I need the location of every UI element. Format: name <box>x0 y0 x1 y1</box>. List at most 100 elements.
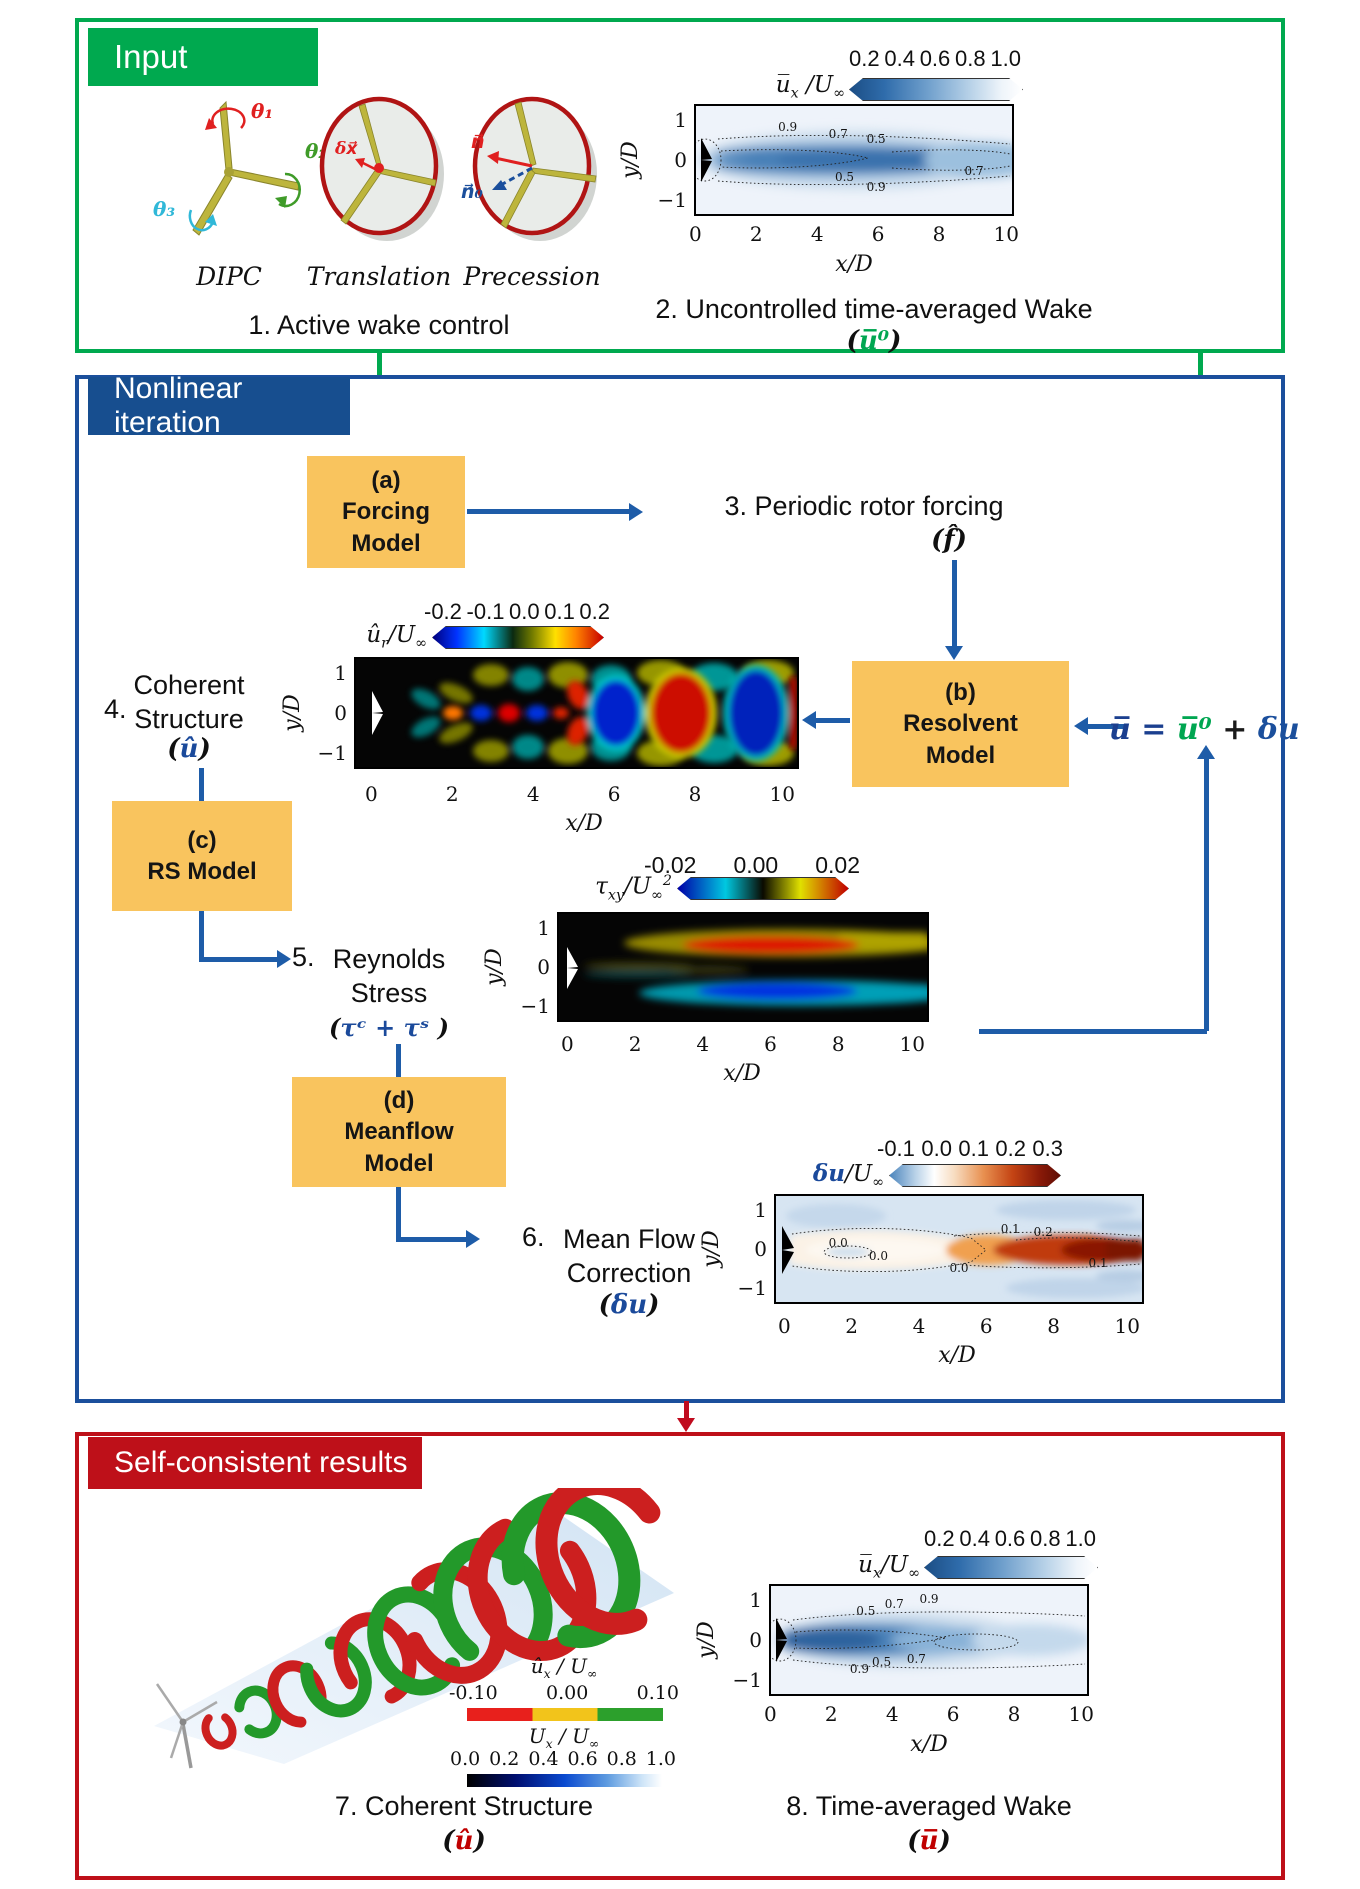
contour-label: 0.0 <box>868 1249 889 1264</box>
arrowhead-feedback-up <box>1197 745 1215 759</box>
wake-bottom-ylabel: y/D <box>694 1621 719 1659</box>
precession-turbine-icon <box>472 96 597 241</box>
turbine-glyph-icon <box>701 138 712 182</box>
correction-heatmap <box>776 1196 1142 1302</box>
wind-turbine-icon <box>155 1683 218 1769</box>
tick-label: 0 <box>749 1628 762 1652</box>
tick-label: 0 <box>561 1032 574 1056</box>
step4-label: Coherent Structure <box>119 668 259 736</box>
tick-label: −1 <box>520 994 550 1018</box>
contour-label: 0.1 <box>1000 1221 1020 1236</box>
contour-label: 0.7 <box>964 163 984 178</box>
correction-colorbar-label: δu/U∞ <box>812 1160 884 1191</box>
stress-y-ticks: 1 0 −1 <box>520 914 550 1020</box>
helix-cb2-label: Ux / U∞ <box>528 1724 600 1751</box>
feedback-elbow-horizontal <box>979 1029 1207 1034</box>
contour-label: 0.7 <box>828 127 848 142</box>
arrow-eq-to-b <box>1088 724 1124 729</box>
line-u-to-c <box>199 768 204 801</box>
wake-top-heatmap <box>696 106 1012 214</box>
tick-label: 0.00 <box>733 852 779 878</box>
tick-label: 6 <box>946 1702 960 1726</box>
step5-number: 5. <box>292 942 315 972</box>
tick-label: 8 <box>1047 1314 1060 1338</box>
tick-label: 0.4 <box>528 1748 559 1770</box>
helix-visualization <box>154 1488 679 1769</box>
tick-label: 6 <box>764 1032 777 1056</box>
mean-flow-equation: u̅ = u̅⁰ + δu <box>1109 712 1300 747</box>
contour-label: 0.7 <box>906 1652 926 1667</box>
contour-label: 0.2 <box>1033 1225 1053 1240</box>
step6-line1: Mean Flow <box>562 1224 696 1254</box>
coherent-colorbar-label: ûr/U∞ <box>366 622 427 652</box>
helix-cb2-bar <box>467 1774 662 1787</box>
dipc-turbine-icon <box>188 100 301 236</box>
meanflow-model-box: (d) Meanflow Model <box>292 1077 506 1187</box>
contour-label: 0.5 <box>866 132 886 147</box>
arrowhead-a-to-3 <box>629 503 643 521</box>
turbine-glyph-icon <box>776 1618 787 1662</box>
elbow-d-vertical <box>396 1187 401 1241</box>
tick-label: -0.1 <box>466 599 505 624</box>
wake-top-plot: 0.9 0.7 0.5 0.5 0.9 0.7 <box>694 104 1014 216</box>
tick-label: 4 <box>526 782 540 806</box>
box-b-line2: Model <box>925 741 996 769</box>
step4-line2: Structure <box>134 704 244 734</box>
arrowhead-d-to-6 <box>466 1230 480 1248</box>
correction-ylabel: y/D <box>699 1230 724 1268</box>
tick-label: −1 <box>737 1276 767 1300</box>
line-tau-to-d <box>396 1044 401 1077</box>
tick-label: 0.6 <box>994 1526 1026 1551</box>
step3-math: (f̂) <box>931 525 967 555</box>
wake-top-x-ticks: 0 2 4 6 8 10 <box>689 222 1019 246</box>
wake-bottom-colorbar-ticks: 0.2 0.4 0.6 0.8 1.0 <box>924 1526 1096 1552</box>
results-section-label: Self-consistent results <box>88 1437 422 1489</box>
tick-label: 8 <box>932 222 946 246</box>
tick-label: 0 <box>537 955 550 979</box>
arrowhead-eq-to-b <box>1074 717 1088 735</box>
wake-top-colorbar-label: u̅x /U∞ <box>775 72 845 102</box>
box-c-line1: RS Model <box>147 858 257 885</box>
stress-xlabel: x/D <box>723 1061 761 1086</box>
tick-label: 0 <box>778 1314 791 1338</box>
tick-label: 4 <box>912 1314 926 1338</box>
caption-time-averaged-wake: 8. Time-averaged Wake <box>786 1791 1072 1821</box>
theta1-label: θ₁ <box>251 99 273 123</box>
tick-label: 4 <box>696 1032 710 1056</box>
tick-label: 4 <box>810 222 824 246</box>
arrow-a-to-3 <box>467 509 629 514</box>
tick-label: 0.8 <box>955 46 986 71</box>
wake-bottom-colorbar-label: u̅x/U∞ <box>858 1552 920 1582</box>
stress-colorbar-ticks: -0.02 0.00 0.02 <box>644 852 860 879</box>
contour-label: 0.7 <box>884 1597 904 1612</box>
tick-label: 0 <box>334 701 347 725</box>
coherent-heatmap <box>356 659 797 767</box>
n-vector-label: n⃗ <box>471 131 485 153</box>
tick-label: -0.1 <box>877 1136 915 1161</box>
wake-top-colorbar-ticks: 0.2 0.4 0.6 0.8 1.0 <box>849 46 1021 72</box>
tick-label: 1.0 <box>990 46 1021 71</box>
helix-ribbons <box>201 1488 679 1750</box>
box-a-line1: Forcing <box>342 498 430 526</box>
arrow-b-to-plot4 <box>816 718 850 723</box>
wake-bottom-heatmap <box>771 1586 1087 1694</box>
box-b-tag: (b) <box>945 679 976 707</box>
tick-label: 10 <box>769 782 795 806</box>
stress-plot <box>557 912 929 1022</box>
tick-label: 1 <box>537 916 550 940</box>
step5-line1: Reynolds <box>332 944 446 974</box>
iteration-panel: Nonlinear iteration (a) Forcing Model 3.… <box>75 372 1300 1403</box>
tick-label: 6 <box>607 782 621 806</box>
coherent-colorbar <box>432 626 604 649</box>
tick-label: 0.10 <box>636 1682 679 1704</box>
box-a-line2: Model <box>351 529 421 557</box>
tick-label: 0.00 <box>546 1682 589 1704</box>
tick-label: −1 <box>317 741 347 765</box>
tick-label: 8 <box>831 1032 845 1056</box>
elbow-c-vertical <box>199 911 204 961</box>
dipc-label: DIPC <box>196 262 262 291</box>
step4-number: 4. <box>104 694 127 724</box>
correction-y-ticks: 1 0 −1 <box>737 1196 767 1302</box>
feedback-elbow-vertical <box>1204 759 1209 1031</box>
